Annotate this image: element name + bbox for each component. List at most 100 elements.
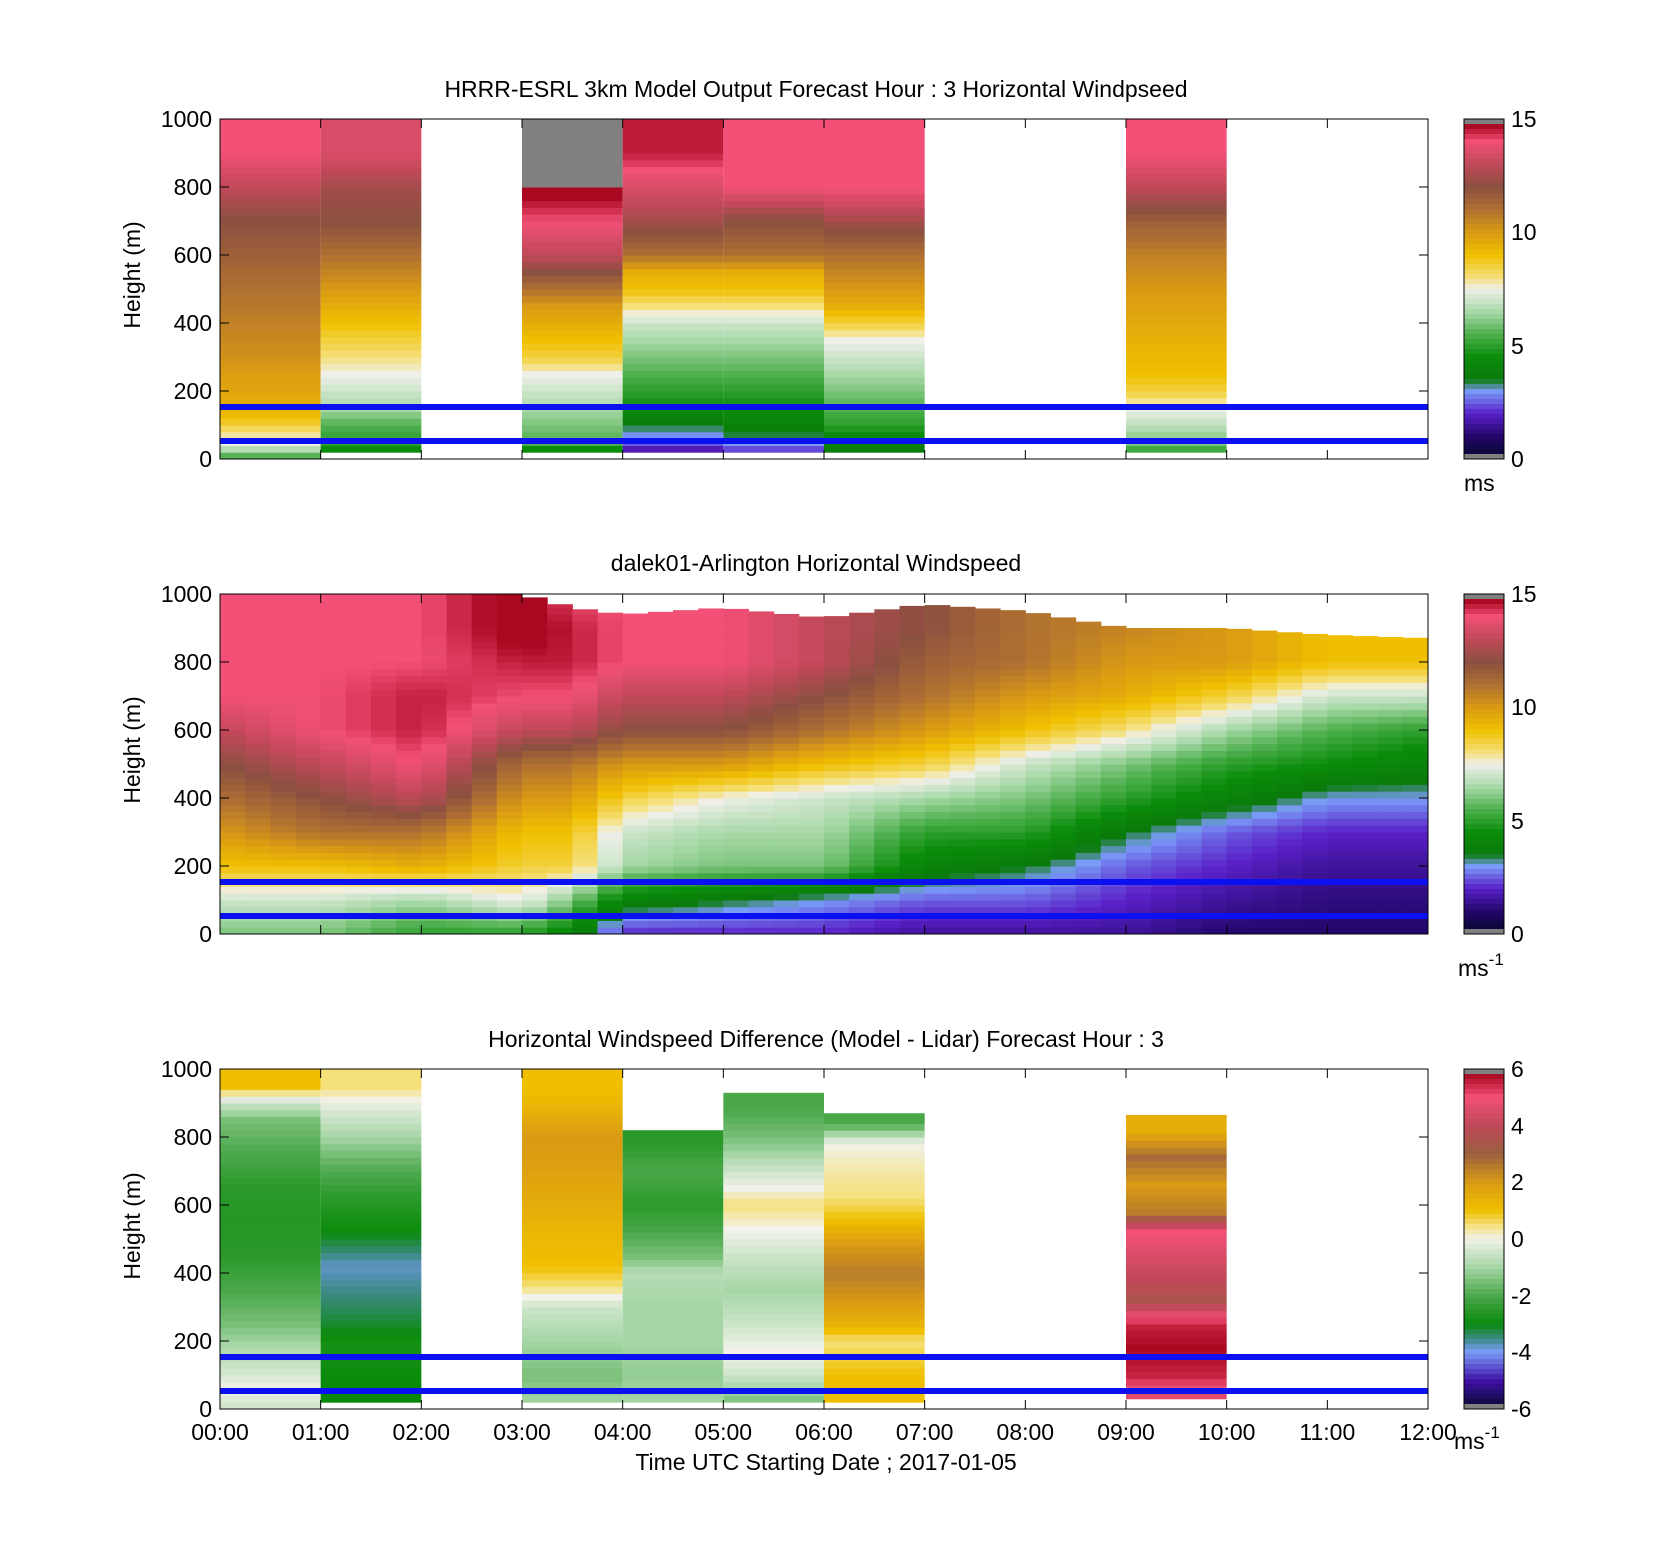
heatmap-cell bbox=[1176, 777, 1202, 785]
heatmap-cell bbox=[849, 927, 875, 935]
heatmap-cell bbox=[572, 886, 598, 894]
heatmap-cell bbox=[1050, 634, 1077, 643]
heatmap-cell bbox=[1000, 859, 1026, 867]
heatmap-cell bbox=[899, 784, 926, 792]
heatmap-cell bbox=[723, 1245, 824, 1254]
heatmap-cell bbox=[1126, 241, 1227, 249]
heatmap-cell bbox=[270, 621, 296, 629]
heatmap-cell bbox=[1000, 730, 1026, 738]
heatmap-cell bbox=[1201, 811, 1228, 819]
colorbar-segment bbox=[1464, 1119, 1504, 1125]
heatmap-cell bbox=[622, 234, 724, 242]
heatmap-cell bbox=[345, 791, 372, 799]
heatmap-cell bbox=[396, 614, 422, 622]
heatmap-cell bbox=[723, 1375, 824, 1383]
colorbar-segment bbox=[1464, 124, 1504, 130]
heatmap-cell bbox=[698, 825, 724, 833]
heatmap-cell bbox=[1100, 770, 1127, 779]
heatmap-cell bbox=[1000, 764, 1026, 772]
heatmap-cell bbox=[824, 336, 925, 344]
heatmap-cell bbox=[824, 1347, 925, 1356]
heatmap-cell bbox=[446, 784, 473, 792]
heatmap-cell bbox=[723, 397, 824, 406]
heatmap-cell bbox=[1352, 757, 1379, 765]
heatmap-cell bbox=[1201, 832, 1228, 840]
heatmap-cell bbox=[522, 1171, 623, 1179]
heatmap-cell bbox=[899, 770, 926, 779]
heatmap-cell bbox=[245, 675, 271, 683]
heatmap-cell bbox=[1050, 770, 1077, 779]
heatmap-cell bbox=[824, 1113, 925, 1118]
heatmap-cell bbox=[547, 709, 573, 717]
heatmap-cell bbox=[522, 411, 623, 419]
heatmap-cell bbox=[396, 757, 422, 765]
panel3-cbtick-6: 6 bbox=[1511, 1056, 1524, 1082]
heatmap-cell bbox=[622, 289, 724, 297]
heatmap-cell bbox=[748, 777, 775, 785]
heatmap-cell bbox=[522, 1273, 623, 1281]
heatmap-cell bbox=[270, 696, 296, 704]
heatmap-cell bbox=[1251, 716, 1278, 724]
heatmap-cell bbox=[824, 119, 925, 127]
heatmap-cell bbox=[874, 893, 900, 901]
heatmap-cell bbox=[1226, 893, 1253, 901]
heatmap-cell bbox=[1000, 621, 1026, 629]
heatmap-cell bbox=[421, 730, 447, 738]
heatmap-cell bbox=[824, 1327, 925, 1335]
heatmap-cell bbox=[270, 798, 296, 806]
heatmap-cell bbox=[1327, 750, 1353, 758]
heatmap-cell bbox=[1201, 777, 1228, 785]
heatmap-cell bbox=[622, 1361, 724, 1369]
colorbar-segment bbox=[1464, 204, 1504, 210]
heatmap-cell bbox=[320, 391, 422, 399]
heatmap-cell bbox=[1050, 743, 1077, 751]
colorbar-segment bbox=[1464, 1169, 1504, 1175]
heatmap-cell bbox=[1050, 798, 1077, 806]
heatmap-cell bbox=[371, 736, 397, 745]
heatmap-cell bbox=[270, 702, 296, 711]
heatmap-cell bbox=[798, 838, 825, 847]
heatmap-cell bbox=[1327, 798, 1353, 806]
heatmap-cell bbox=[245, 764, 271, 772]
heatmap-cell bbox=[1126, 1337, 1227, 1345]
heatmap-cell bbox=[396, 804, 422, 813]
heatmap-cell bbox=[1226, 927, 1253, 935]
heatmap-cell bbox=[522, 153, 623, 161]
heatmap-cell bbox=[1302, 662, 1328, 670]
heatmap-cell bbox=[1251, 791, 1278, 799]
heatmap-cell bbox=[220, 750, 246, 758]
heatmap-cell bbox=[220, 730, 246, 738]
panel1-unit-base: ms bbox=[1464, 470, 1495, 496]
heatmap-cell bbox=[1377, 791, 1404, 799]
heatmap-cell bbox=[949, 852, 976, 860]
heatmap-cell bbox=[522, 193, 623, 202]
heatmap-cell bbox=[622, 764, 649, 772]
heatmap-cell bbox=[522, 1096, 623, 1104]
heatmap-cell bbox=[220, 1347, 321, 1356]
heatmap-cell bbox=[245, 709, 271, 717]
heatmap-cell bbox=[1176, 641, 1202, 649]
colorbar-segment bbox=[1464, 389, 1504, 395]
heatmap-cell bbox=[798, 777, 825, 785]
heatmap-cell bbox=[899, 605, 926, 609]
heatmap-cell bbox=[1352, 709, 1379, 717]
heatmap-cell bbox=[1126, 1256, 1227, 1264]
heatmap-cell bbox=[1201, 804, 1228, 813]
heatmap-cell bbox=[1126, 927, 1152, 935]
heatmap-cell bbox=[622, 1205, 724, 1213]
heatmap-cell bbox=[522, 702, 548, 711]
heatmap-cell bbox=[1176, 675, 1202, 683]
heatmap-cell bbox=[1226, 866, 1253, 874]
heatmap-cell bbox=[1075, 668, 1102, 677]
heatmap-cell bbox=[220, 445, 321, 453]
heatmap-cell bbox=[698, 859, 724, 867]
heatmap-cell bbox=[522, 920, 548, 928]
heatmap-cell bbox=[220, 662, 246, 670]
heatmap-cell bbox=[1201, 730, 1228, 738]
heatmap-cell bbox=[622, 1266, 724, 1274]
heatmap-cell bbox=[522, 621, 548, 629]
heatmap-cell bbox=[220, 1334, 321, 1342]
heatmap-cell bbox=[698, 634, 724, 643]
heatmap-cell bbox=[220, 893, 246, 901]
heatmap-cell bbox=[245, 607, 271, 615]
